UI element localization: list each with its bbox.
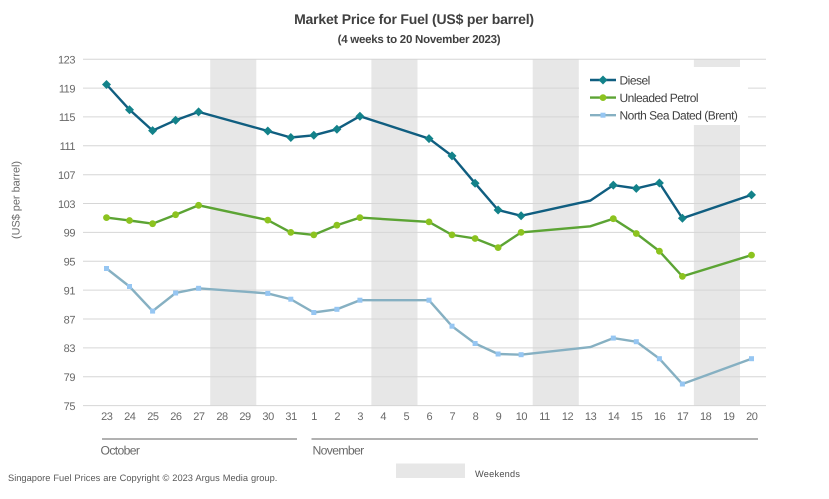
svg-text:23: 23 — [101, 411, 113, 423]
svg-text:13: 13 — [585, 411, 597, 423]
svg-text:91: 91 — [64, 285, 76, 297]
svg-text:20: 20 — [746, 411, 758, 423]
svg-text:12: 12 — [562, 411, 574, 423]
svg-text:29: 29 — [239, 411, 251, 423]
svg-text:(US$ per barrel): (US$ per barrel) — [11, 161, 23, 239]
svg-text:30: 30 — [262, 411, 274, 423]
svg-text:Unleaded Petrol: Unleaded Petrol — [620, 91, 699, 105]
svg-text:24: 24 — [124, 411, 136, 423]
svg-text:79: 79 — [64, 372, 76, 384]
svg-text:Market Price for Fuel (US$ per: Market Price for Fuel (US$ per barrel) — [294, 11, 534, 27]
svg-text:Singapore Fuel Prices are Copy: Singapore Fuel Prices are Copyright © 20… — [8, 473, 277, 483]
svg-text:123: 123 — [58, 55, 75, 67]
svg-text:3: 3 — [357, 411, 363, 423]
svg-text:25: 25 — [147, 411, 159, 423]
svg-text:87: 87 — [64, 314, 76, 326]
svg-text:31: 31 — [285, 411, 297, 423]
svg-text:115: 115 — [59, 112, 76, 124]
svg-text:November: November — [313, 444, 365, 458]
svg-text:17: 17 — [677, 411, 689, 423]
svg-text:95: 95 — [64, 257, 76, 269]
svg-text:75: 75 — [64, 401, 76, 413]
svg-text:119: 119 — [59, 83, 76, 95]
svg-text:10: 10 — [516, 411, 528, 423]
svg-text:6: 6 — [426, 411, 432, 423]
svg-text:99: 99 — [64, 228, 76, 240]
svg-text:October: October — [101, 444, 140, 458]
svg-text:8: 8 — [473, 411, 479, 423]
svg-text:11: 11 — [539, 411, 550, 423]
svg-text:5: 5 — [403, 411, 409, 423]
svg-text:19: 19 — [723, 411, 735, 423]
svg-text:9: 9 — [496, 411, 502, 423]
svg-text:2: 2 — [334, 411, 340, 423]
svg-text:14: 14 — [608, 411, 620, 423]
svg-text:North Sea Dated (Brent): North Sea Dated (Brent) — [620, 109, 738, 123]
svg-text:15: 15 — [631, 411, 643, 423]
svg-text:107: 107 — [58, 170, 75, 182]
svg-text:4: 4 — [380, 411, 386, 423]
svg-text:111: 111 — [60, 141, 76, 153]
svg-text:28: 28 — [216, 411, 228, 423]
svg-text:26: 26 — [170, 411, 182, 423]
svg-text:1: 1 — [311, 411, 317, 423]
svg-text:16: 16 — [654, 411, 666, 423]
svg-text:Weekends: Weekends — [475, 469, 520, 479]
svg-text:Diesel: Diesel — [620, 73, 650, 87]
svg-text:27: 27 — [193, 411, 205, 423]
svg-text:7: 7 — [449, 411, 455, 423]
svg-text:18: 18 — [700, 411, 712, 423]
svg-text:103: 103 — [58, 199, 75, 211]
svg-text:(4 weeks to 20 November 2023): (4 weeks to 20 November 2023) — [338, 34, 501, 46]
svg-text:83: 83 — [64, 343, 76, 355]
